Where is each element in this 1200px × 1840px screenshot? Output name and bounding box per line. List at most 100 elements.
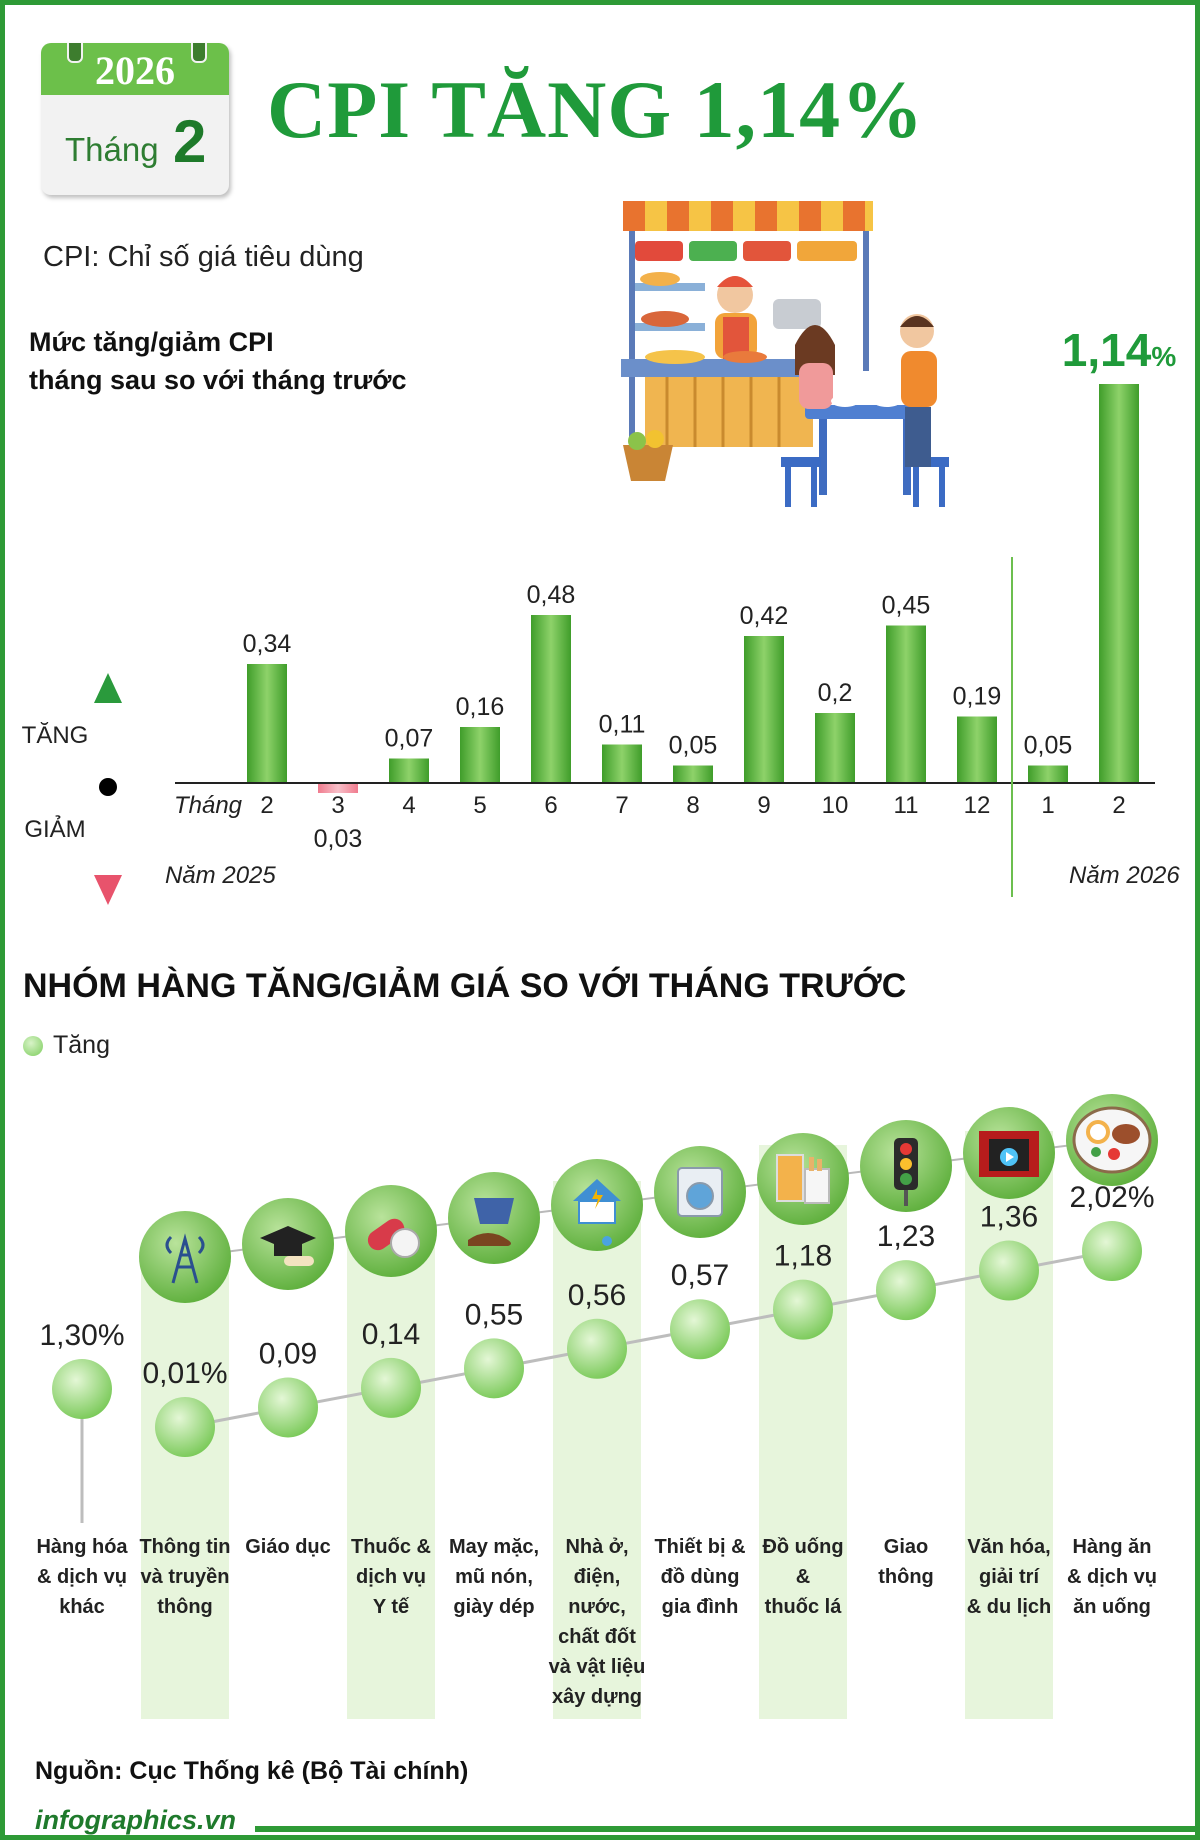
cpi-bar <box>815 713 855 783</box>
cpi-value-label: 0,19 <box>953 683 1002 711</box>
cpi-month-tick: 10 <box>822 792 849 819</box>
cpi-bar <box>744 636 784 783</box>
calendar-icon: 2026 Tháng 2 <box>41 43 229 195</box>
group-category-line: Giáo dục <box>245 1536 331 1558</box>
group-value-dot <box>1082 1221 1142 1281</box>
group-category-label: Hàng ăn & dịch vụ ăn uống <box>1067 1536 1157 1618</box>
cpi-bar <box>318 783 358 793</box>
group-category-line: Hàng hóa <box>36 1536 128 1558</box>
icon-connector-line <box>184 1139 1113 1258</box>
street-food-stall-illustration <box>621 201 949 507</box>
goods-group-chart: 1,30% Hàng hóa & dịch vụ khác 0,01% Thông tin… <box>36 1094 1158 1719</box>
cpi-bar <box>602 744 642 783</box>
calendar-month-label: Tháng <box>65 131 159 168</box>
icon-badge <box>139 1211 231 1303</box>
group-category-line: ăn uống <box>1073 1596 1151 1618</box>
group-value-label: 0,01% <box>142 1357 227 1390</box>
group-category-label: Thông tin và truyền thông <box>139 1536 230 1618</box>
footer-rule <box>255 1826 1195 1832</box>
group-category-line: và truyền <box>141 1566 230 1588</box>
group-value-dot <box>464 1338 524 1399</box>
cpi-value-label: 0,48 <box>527 581 576 609</box>
cpi-month-tick: 3 <box>331 792 344 819</box>
group-category-line: Thuốc & <box>351 1536 431 1558</box>
group-value-label: 1,18 <box>774 1240 832 1273</box>
cpi-month-tick: 8 <box>686 792 699 819</box>
cpi-bar <box>531 615 571 783</box>
footer-brand: infographics.vn <box>35 1805 237 1835</box>
cpi-value-label: 0,16 <box>456 693 505 721</box>
calendar-month-number: 2 <box>173 108 207 175</box>
cpi-month-tick: 1 <box>1041 792 1054 819</box>
group-category-line: Đồ uống <box>762 1536 843 1558</box>
food-plate-icon <box>1072 1106 1152 1174</box>
group-category-line: thông <box>878 1566 934 1588</box>
chart-title-line-2: tháng sau so với tháng trước <box>29 365 407 395</box>
group-category-line: dịch vụ <box>356 1566 426 1588</box>
group-category-line: Giao <box>884 1536 928 1558</box>
increase-label: TĂNG <box>22 722 89 749</box>
subtitle: CPI: Chỉ số giá tiêu dùng <box>43 241 364 273</box>
house-utilities-icon <box>573 1179 621 1246</box>
clothing-shoes-icon <box>468 1198 514 1246</box>
group-value-dot <box>876 1260 936 1321</box>
cpi-bar <box>247 664 287 783</box>
telecom-tower-icon <box>165 1233 205 1284</box>
group-category-line: Thiết bị & <box>654 1536 745 1558</box>
decrease-label: GIẢM <box>24 814 85 843</box>
group-value-dot <box>258 1377 318 1438</box>
decrease-arrowhead-icon <box>94 875 122 905</box>
cpi-bar <box>1099 384 1139 783</box>
group-category-label: Giao thông <box>878 1536 934 1588</box>
group-value-dot <box>979 1240 1039 1301</box>
group-value-dot <box>773 1279 833 1340</box>
highlight-column <box>759 1145 847 1719</box>
cpi-month-tick: 4 <box>402 792 415 819</box>
x-axis-prefix: Tháng <box>174 792 243 819</box>
chart-title-line-1: Mức tăng/giảm CPI <box>29 327 274 357</box>
cpi-month-tick: 11 <box>894 792 919 819</box>
zero-point-marker <box>99 778 117 796</box>
group-category-line: giày dép <box>453 1596 534 1618</box>
cpi-value-suffix: % <box>1151 341 1176 372</box>
year-label-2025: Năm 2025 <box>165 862 276 889</box>
page-title: CPI TĂNG 1,14% <box>267 64 925 155</box>
cpi-month-tick: 7 <box>615 792 628 819</box>
group-category-line: và vật liệu <box>549 1656 646 1678</box>
cpi-value-label: 0,07 <box>385 725 434 753</box>
cpi-bar <box>957 716 997 783</box>
highlight-column <box>141 1263 229 1719</box>
section-title: NHÓM HÀNG TĂNG/GIẢM GIÁ SO VỚI THÁNG TRƯ… <box>23 967 907 1005</box>
increase-arrowhead-icon <box>94 673 122 703</box>
cpi-value-label: 0,11 <box>599 711 646 739</box>
group-value-label: 1,23 <box>877 1220 935 1253</box>
cpi-value-label: 0,05 <box>1024 732 1073 760</box>
legend: Tăng <box>23 1031 110 1060</box>
traffic-light-icon <box>894 1138 918 1206</box>
group-category-label: Nhà ở, điện, nước, chất đốt và vật liệu xây d… <box>549 1536 646 1708</box>
group-category-line: giải trí <box>979 1566 1040 1588</box>
group-category-line: thông <box>157 1596 213 1618</box>
group-category-label: May mặc, mũ nón, giày dép <box>449 1536 539 1618</box>
group-category-line: Y tế <box>373 1596 410 1618</box>
group-category-line: May mặc, <box>449 1536 539 1558</box>
legend-label: Tăng <box>53 1031 110 1059</box>
year-label-2026: Năm 2026 <box>1069 862 1180 889</box>
group-category-line: thuốc lá <box>765 1596 843 1618</box>
cpi-month-tick: 2 <box>1112 792 1125 819</box>
group-category-line: Thông tin <box>139 1536 230 1558</box>
group-category-line: đồ dùng <box>661 1566 740 1588</box>
cpi-value-label: 1,14% <box>1062 324 1177 376</box>
group-value-label: 0,09 <box>259 1337 317 1370</box>
source-note: Nguồn: Cục Thống kê (Bộ Tài chính) <box>35 1757 469 1785</box>
trend-line <box>184 1249 1113 1429</box>
group-category-label: Thuốc & dịch vụ Y tế <box>351 1536 431 1618</box>
group-value-label: 0,56 <box>568 1279 626 1312</box>
washing-machine-icon <box>677 1167 723 1217</box>
group-value-dot <box>361 1357 421 1418</box>
calendar-year: 2026 <box>95 48 175 93</box>
group-category-label: Đồ uống & thuốc lá <box>762 1536 843 1618</box>
cpi-value-label: 0,05 <box>669 732 718 760</box>
group-value-label: 0,57 <box>671 1259 729 1292</box>
